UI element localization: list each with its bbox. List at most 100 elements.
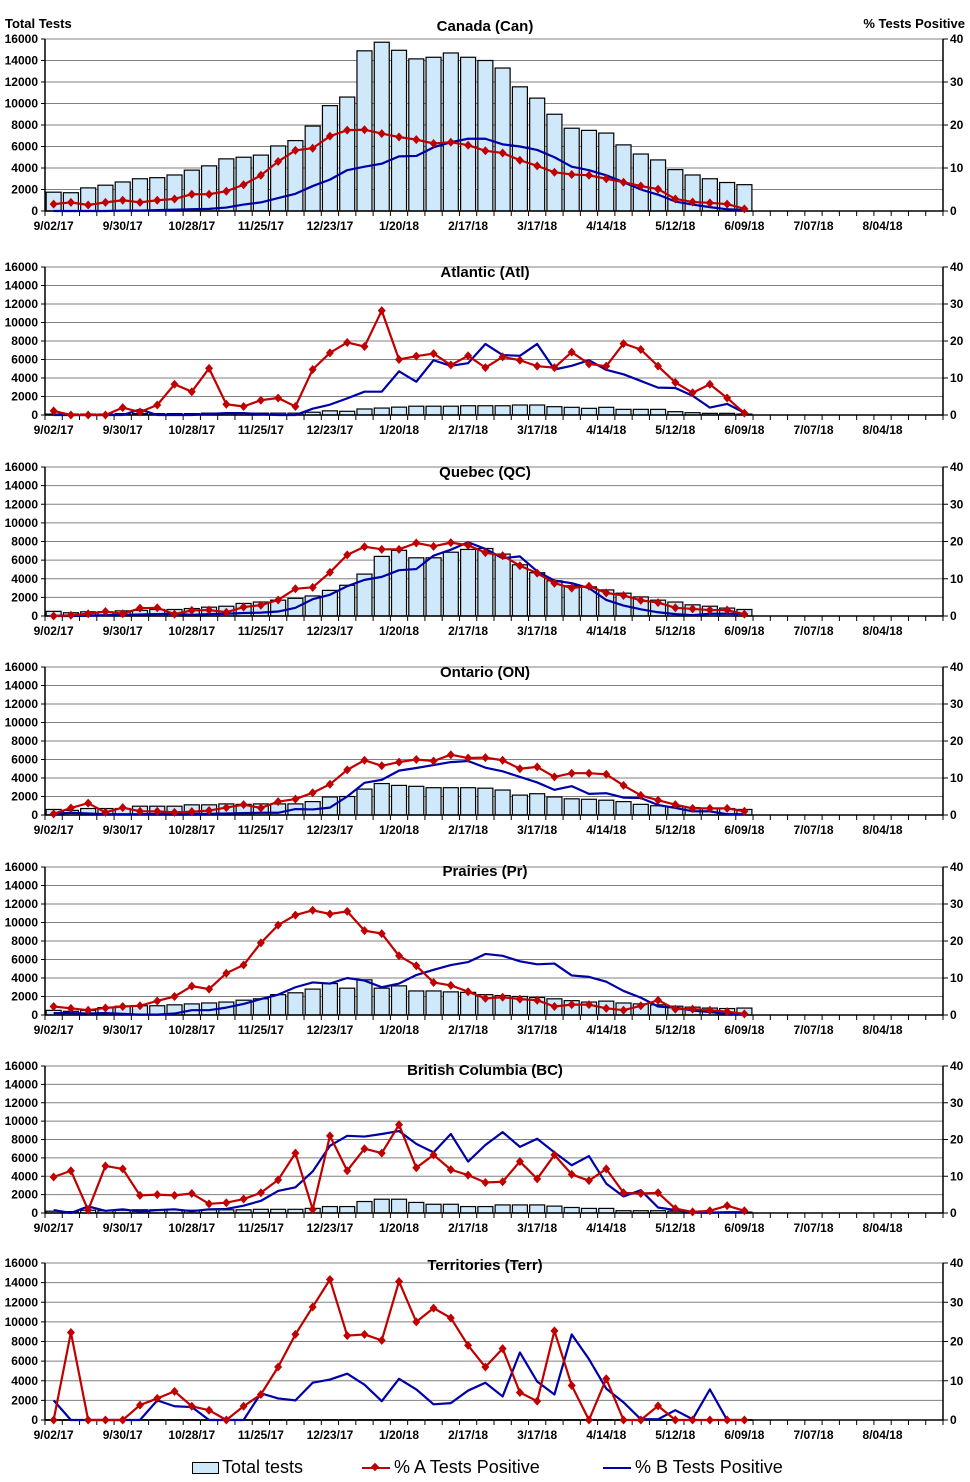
y-left-tick-label: 2000 [11,183,38,197]
bar-total-tests [408,1201,425,1214]
y-left-tick-label: 12000 [5,897,39,911]
marker-pct-a [654,598,663,608]
bar-total-tests [649,805,667,816]
bar-total-tests [580,407,598,416]
y-right-tick-label: 0 [950,1413,957,1427]
x-tick-label: 10/28/17 [168,624,215,638]
marker-pct-a [49,611,58,621]
marker-pct-a [170,194,179,204]
marker-pct-a [584,359,593,369]
y-left-tick-label: 2000 [11,1188,38,1202]
marker-pct-a [515,561,524,571]
y-left-tick-label: 16000 [5,660,39,674]
bar-total-tests [529,793,546,816]
legend-label-pct-b: % B Tests Positive [635,1457,783,1477]
y-right-tick-label: 0 [950,204,957,218]
marker-pct-a [395,757,404,767]
marker-pct-a [239,800,248,810]
marker-pct-a [325,567,334,577]
marker-pct-a [533,995,542,1005]
bar-total-tests [373,407,390,416]
marker-pct-a [274,1175,283,1185]
y-left-tick-label: 6000 [11,753,38,767]
x-tick-label: 1/20/18 [379,423,419,437]
marker-pct-a [723,803,732,813]
y-left-tick-label: 2000 [11,1393,38,1407]
x-tick-label: 9/02/17 [34,823,74,837]
marker-pct-a [308,1204,317,1214]
marker-pct-a [308,364,317,374]
marker-pct-a [274,595,283,605]
y-right-tick-label: 10 [950,971,964,985]
marker-pct-a [170,379,179,389]
y-right-tick-label: 30 [950,1096,964,1110]
marker-pct-a [602,1003,611,1013]
x-tick-label: 12/23/17 [307,219,354,233]
y-left-tick-label: 16000 [5,260,39,274]
marker-pct-a [412,1163,421,1173]
marker-pct-a [49,1172,58,1182]
y-left-tick-label: 0 [31,1206,38,1220]
marker-pct-a [567,1380,576,1390]
bar-total-tests [546,1205,563,1214]
x-tick-label: 7/07/18 [793,624,833,638]
marker-pct-a [170,992,179,1001]
bar-total-tests [425,787,442,816]
marker-pct-a [205,605,214,615]
x-tick-label: 8/04/18 [863,823,903,837]
panel-title: British Columbia (BC) [407,1062,563,1079]
bar-total-tests [442,551,459,617]
y-right-tick-label: 0 [950,408,957,422]
marker-pct-a [66,197,75,207]
bar-total-tests [529,1204,546,1214]
y-right-tick-label: 40 [950,660,964,674]
x-tick-label: 9/02/17 [34,1023,74,1037]
bar-total-tests [373,782,390,816]
marker-pct-a [395,544,404,554]
legend-label-total: Total tests [222,1457,304,1477]
x-tick-label: 12/23/17 [307,1023,354,1037]
marker-pct-a [101,807,110,817]
y-left-tick-label: 6000 [11,1354,38,1368]
marker-pct-a [481,363,490,373]
bar-total-tests [546,406,563,416]
y-right-tick-label: 10 [950,771,964,785]
marker-pct-a [66,1003,75,1013]
x-tick-label: 11/25/17 [238,423,284,437]
bar-total-tests [529,97,546,212]
x-tick-label: 8/04/18 [863,1221,903,1235]
y-right-tick-label: 0 [950,1008,957,1022]
marker-pct-a [360,125,369,135]
y-left-tick-label: 0 [31,1413,38,1427]
marker-pct-a [688,1207,697,1217]
bar-total-tests [598,132,615,212]
marker-pct-a [343,550,352,560]
x-tick-label: 1/20/18 [379,1428,419,1442]
x-tick-label: 4/14/18 [586,1023,626,1037]
marker-pct-a [619,1415,628,1425]
bar-total-tests [408,405,425,416]
marker-pct-a [343,1166,352,1176]
marker-pct-a [533,1174,542,1184]
marker-pct-a [515,1157,524,1167]
marker-pct-a [446,1165,455,1175]
x-tick-label: 3/17/18 [517,1428,557,1442]
marker-pct-a [654,1401,663,1411]
left-axis-title: Total Tests [5,16,72,31]
x-tick-label: 1/20/18 [379,1221,419,1235]
x-tick-label: 11/25/17 [238,219,284,233]
x-tick-label: 5/12/18 [655,1023,695,1037]
marker-pct-a [446,1313,455,1323]
bar-total-tests [494,553,511,617]
line-pct-b-positive [53,1129,745,1215]
marker-pct-a [360,926,369,936]
marker-pct-a [636,595,645,605]
marker-pct-a [602,769,611,779]
bar-total-tests [459,56,477,212]
x-tick-label: 4/14/18 [586,624,626,638]
bar-total-tests [477,405,494,416]
marker-pct-a [205,363,214,373]
x-tick-label: 5/12/18 [655,823,695,837]
y-right-tick-label: 40 [950,32,964,46]
y-right-tick-label: 10 [950,572,964,586]
